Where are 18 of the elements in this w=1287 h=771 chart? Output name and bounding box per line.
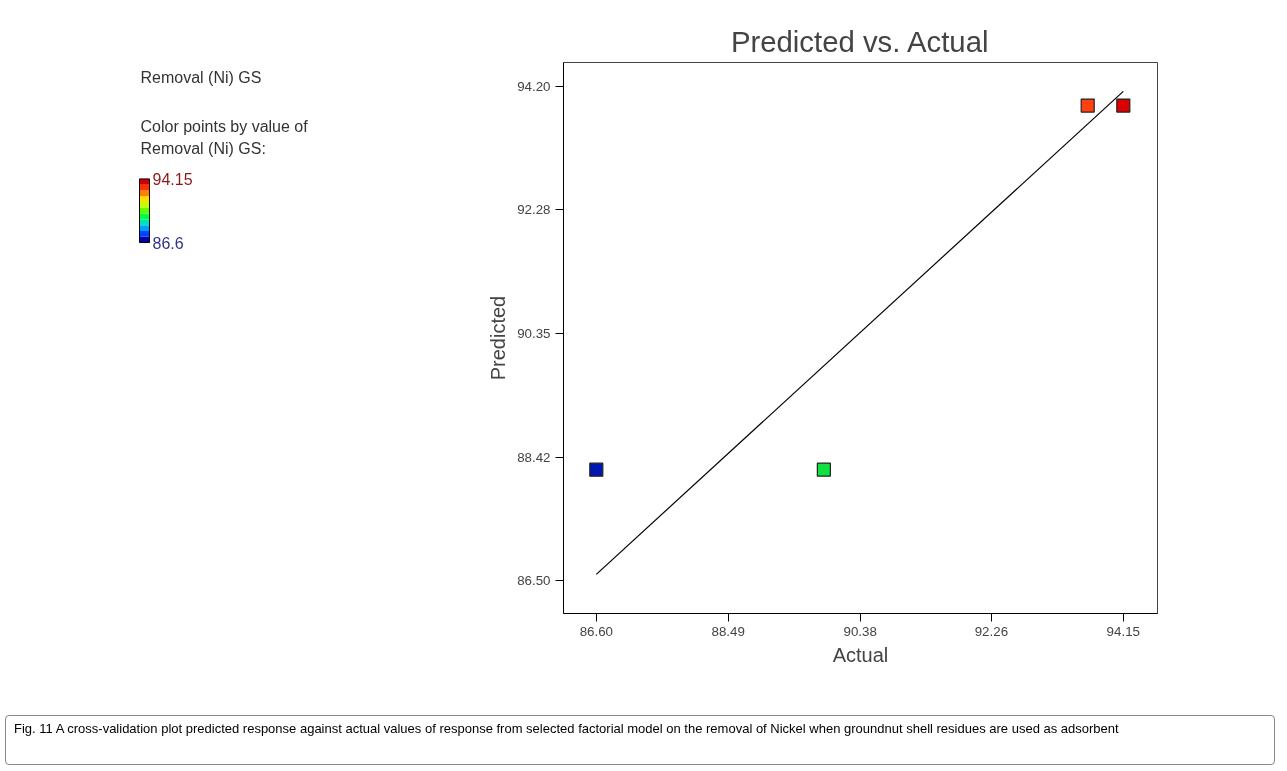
y-axis-title: Predicted	[487, 295, 510, 381]
color-bar-title: Color points by value of Removal (Ni) GS:	[140, 118, 309, 158]
y-tick-label: 90.35	[517, 326, 551, 341]
caption: Fig. 11 A cross-validation plot predicted response against actual values of response from selected factorial model on the removal of Nickel when groundnut shell residues are used as adsorbent	[14, 720, 1119, 738]
y-tick-label: 92.28	[517, 202, 551, 218]
x-tick-label: 86.60	[579, 623, 613, 639]
color-bar-label: 94.15	[152, 170, 193, 188]
x-tick-label: 90.38	[843, 623, 877, 639]
color-bar-label: 86.6	[152, 234, 184, 252]
x-tick-label: 94.15	[1106, 623, 1140, 639]
x-tick-label: 92.26	[974, 623, 1009, 639]
chart-title: Predicted vs. Actual	[730, 24, 989, 58]
y-tick-label: 94.20	[517, 78, 551, 94]
x-axis-title: Actual	[832, 643, 889, 666]
y-tick-label: 86.50	[517, 573, 551, 589]
y-tick-label: 88.42	[517, 449, 551, 465]
x-tick-label: 88.49	[711, 623, 745, 639]
text: Removal (Ni) GS	[140, 68, 262, 86]
